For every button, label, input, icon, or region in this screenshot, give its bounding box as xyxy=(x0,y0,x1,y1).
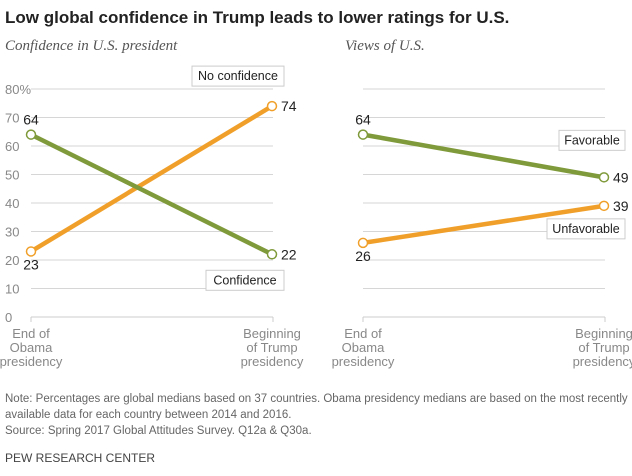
x-tick-label: Beginning xyxy=(243,326,301,341)
data-label: 49 xyxy=(613,169,629,185)
y-tick-label: 70 xyxy=(5,111,19,126)
data-point xyxy=(598,200,610,212)
x-tick-label: Obama xyxy=(10,340,53,355)
data-label: 26 xyxy=(355,248,371,264)
x-tick-label: presidency xyxy=(241,354,304,369)
data-point xyxy=(266,249,278,260)
y-tick-label: 20 xyxy=(5,253,19,268)
note-line-2: available data for each country between … xyxy=(5,409,292,421)
x-tick-label: Beginning xyxy=(575,326,632,341)
y-tick-label: 40 xyxy=(5,196,19,211)
data-point xyxy=(25,129,37,140)
x-tick-label: Obama xyxy=(342,340,385,355)
legend-label: Favorable xyxy=(564,133,620,147)
data-point xyxy=(266,100,278,112)
y-tick-label: 0 xyxy=(5,310,12,325)
series-line-no-confidence xyxy=(29,104,274,254)
data-point xyxy=(25,246,37,257)
legend-label: Unfavorable xyxy=(552,222,619,236)
source-line: Source: Spring 2017 Global Attitudes Sur… xyxy=(5,425,312,437)
data-label: 23 xyxy=(23,256,39,272)
data-label: 74 xyxy=(281,98,297,114)
legend-label: No confidence xyxy=(198,69,278,83)
series-line-confidence xyxy=(29,132,274,257)
x-tick-label: presidency xyxy=(573,354,632,369)
legend-box xyxy=(191,65,285,87)
y-tick-label: 60 xyxy=(5,139,19,154)
legend-box xyxy=(546,218,626,240)
chart-title: Low global confidence in Trump leads to … xyxy=(5,8,510,27)
left-chart-subtitle: Confidence in U.S. president xyxy=(5,38,178,54)
data-label: 39 xyxy=(613,198,629,214)
legend-box xyxy=(205,269,285,291)
x-tick-label: presidency xyxy=(332,354,395,369)
note-line-1: Note: Percentages are global medians bas… xyxy=(5,393,628,405)
legend-box xyxy=(558,129,626,151)
data-point xyxy=(598,172,610,183)
series-line-unfavorable xyxy=(362,203,605,246)
x-tick-label: of Trump xyxy=(246,340,297,355)
x-tick-label: End of xyxy=(12,326,50,341)
x-tick-label: presidency xyxy=(0,354,63,369)
data-label: 64 xyxy=(23,112,39,128)
series-line-favorable xyxy=(362,132,605,180)
right-chart-subtitle: Views of U.S. xyxy=(345,38,425,54)
footer: PEW RESEARCH CENTER xyxy=(5,451,156,465)
y-tick-label: 50 xyxy=(5,168,19,183)
y-tick-label: 80% xyxy=(5,82,31,97)
data-label: 64 xyxy=(355,112,371,128)
y-tick-label: 10 xyxy=(5,282,19,297)
y-tick-label: 30 xyxy=(5,225,19,240)
x-tick-label: of Trump xyxy=(578,340,629,355)
legend-label: Confidence xyxy=(213,273,276,287)
data-label: 22 xyxy=(281,246,297,262)
data-point xyxy=(357,237,369,249)
data-point xyxy=(357,129,369,140)
x-tick-label: End of xyxy=(344,326,382,341)
